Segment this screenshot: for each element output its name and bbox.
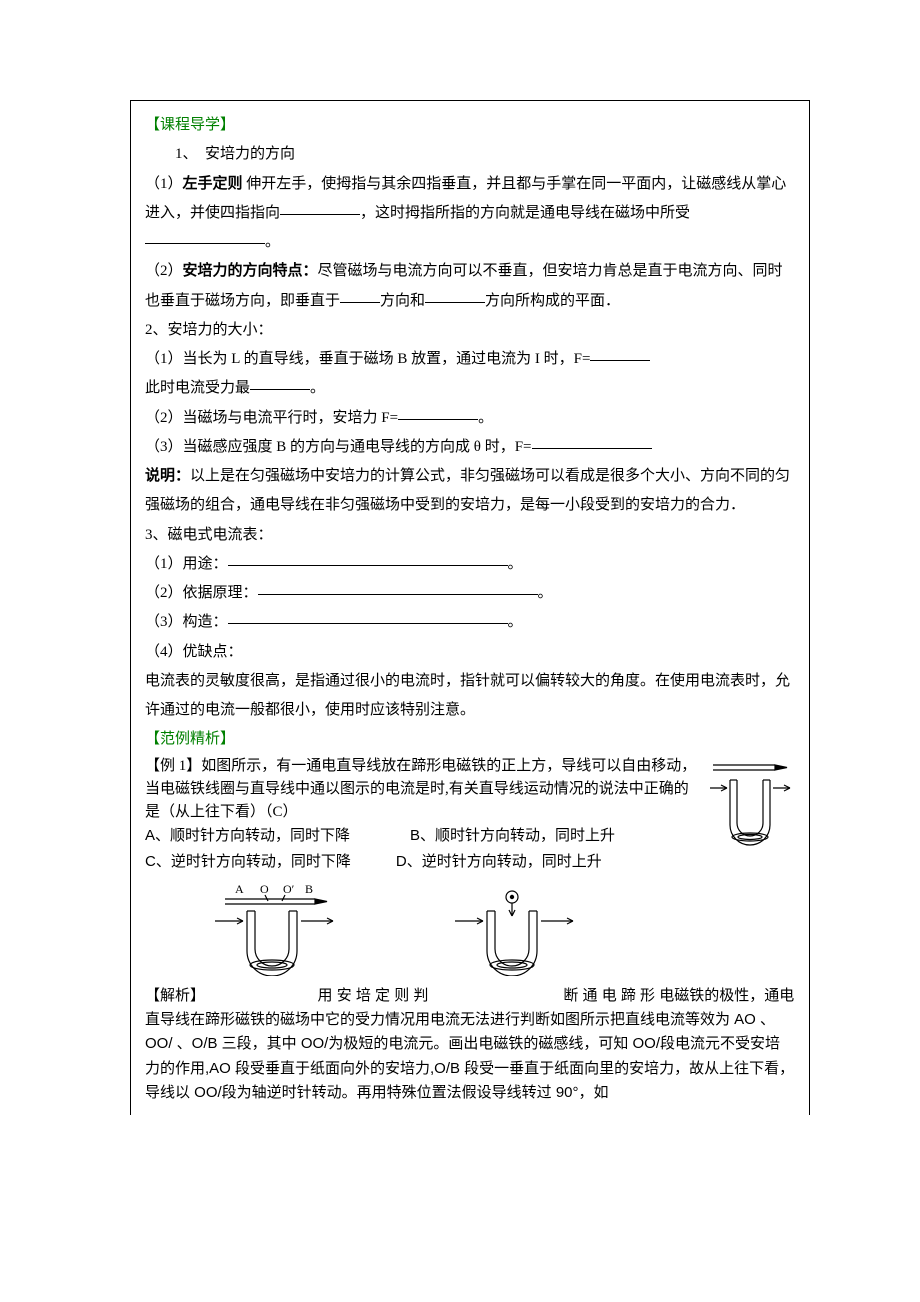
- example-text: 【例 1】如图所示，有一通电直导线放在蹄形电磁铁的正上方，导线可以自由移动，当电…: [145, 755, 697, 825]
- text: 方向所构成的平面．: [485, 293, 620, 309]
- blank-fill: [532, 432, 652, 449]
- para-left-hand-rule: （1）左手定则 伸开左手，使拇指与其余四指垂直，并且都与手掌在同一平面内，让磁感…: [145, 170, 795, 258]
- para-2b: （2）当磁场与电流平行时，安培力 F= 。: [145, 404, 795, 433]
- para-3d: （4）优缺点：: [145, 638, 795, 667]
- text: 。: [310, 380, 325, 396]
- para-2a: （1）当长为 L 的直导线，垂直于磁场 B 放置，通过电流为 I 时，F= 此时…: [145, 345, 795, 404]
- blank-fill: [228, 608, 508, 625]
- text: （3）构造：: [145, 614, 228, 630]
- option-d: D、逆时针方向转动，同时上升: [396, 853, 602, 870]
- option-a: A、顺时针方向转动，同时下降: [145, 827, 350, 844]
- text: 。: [538, 585, 553, 601]
- text: 。: [508, 614, 523, 630]
- blank-fill: [425, 286, 485, 303]
- text: （2）依据原理：: [145, 585, 258, 601]
- svg-text:A: A: [235, 882, 244, 896]
- figure-magnet-dot: [445, 881, 585, 976]
- svg-text:O: O: [260, 882, 269, 896]
- section-title-1: 【课程导学】: [145, 111, 795, 140]
- bold-text: 说明：: [145, 468, 190, 484]
- text: 如图所示，有一通电直导线放在蹄形电磁铁的正上方，导线可以自由移动，当电磁铁线圈与…: [145, 758, 696, 821]
- blank-fill: [250, 374, 310, 391]
- blank-fill: [280, 198, 360, 215]
- text: （1）当长为 L 的直导线，垂直于磁场 B 放置，通过电流为 I 时，F=: [145, 351, 590, 367]
- para-direction-feature: （2）安培力的方向特点：尽管磁场与电流方向可以不垂直，但安培力肯总是直于电流方向…: [145, 257, 795, 316]
- bold-text: 安培力的方向特点：: [183, 263, 318, 279]
- bold-text: 左手定则: [183, 176, 243, 192]
- figure-magnet-labeled: A O O′ B: [205, 881, 345, 976]
- text: （1）用途：: [145, 556, 228, 572]
- text: ，这时拇指所指的方向就是通电导线在磁场中所受: [360, 205, 690, 221]
- section-title-2: 【范例精析】: [145, 725, 795, 754]
- example-label: 【例 1】: [145, 758, 201, 774]
- label: （1）: [145, 176, 183, 192]
- text: 此时电流受力最: [145, 380, 250, 396]
- para-3c: （3）构造： 。: [145, 608, 795, 637]
- example-1: 【例 1】如图所示，有一通电直导线放在蹄形电磁铁的正上方，导线可以自由移动，当电…: [145, 755, 795, 1106]
- text: 。: [508, 556, 523, 572]
- blank-fill: [228, 549, 508, 566]
- figure-row: A O O′ B: [205, 881, 795, 976]
- document-content: 【课程导学】 1、 安培力的方向 （1）左手定则 伸开左手，使拇指与其余四指垂直…: [130, 100, 810, 1115]
- label: （2）: [145, 263, 183, 279]
- figure-magnet-1: [705, 755, 795, 850]
- analysis-para: 【解析】 用 安 培 定 则 判 断 通 电 蹄 形 电磁铁的极性，通电直导线在…: [145, 984, 795, 1105]
- item-3-title: 3、磁电式电流表：: [145, 521, 795, 550]
- para-3e: 电流表的灵敏度很高，是指通过很小的电流时，指针就可以偏转较大的角度。在使用电流表…: [145, 667, 795, 726]
- blank-fill: [258, 579, 538, 596]
- para-2c: （3）当磁感应强度 B 的方向与通电导线的方向成 θ 时，F=: [145, 433, 795, 462]
- para-3b: （2）依据原理： 。: [145, 579, 795, 608]
- item-2-title: 2、安培力的大小：: [145, 316, 795, 345]
- option-row-1: A、顺时针方向转动，同时下降 B、顺时针方向转动，同时上升: [145, 824, 697, 847]
- para-note: 说明：以上是在匀强磁场中安培力的计算公式，非匀强磁场可以看成是很多个大小、方向不…: [145, 462, 795, 521]
- text: 。: [478, 410, 493, 426]
- svg-text:O′: O′: [283, 882, 295, 896]
- text: 方向和: [380, 293, 425, 309]
- option-c: C、逆时针方向转动，同时下降: [145, 853, 351, 870]
- blank-fill: [145, 228, 265, 245]
- option-row-2: C、逆时针方向转动，同时下降 D、逆时针方向转动，同时上升: [145, 850, 795, 873]
- text: 以上是在匀强磁场中安培力的计算公式，非匀强磁场可以看成是很多个大小、方向不同的匀…: [145, 468, 790, 513]
- text: 。: [265, 234, 280, 250]
- blank-fill: [398, 403, 478, 420]
- item-1-title: 1、 安培力的方向: [145, 140, 795, 169]
- analysis-text: 用 安 培 定 则 判 断 通 电 蹄 形 电磁铁的极性，通电直导线在蹄形磁铁的…: [145, 987, 794, 1101]
- option-b: B、顺时针方向转动，同时上升: [410, 827, 615, 844]
- svg-text:B: B: [305, 882, 313, 896]
- blank-fill: [340, 286, 380, 303]
- analysis-label: 【解析】: [145, 988, 198, 1004]
- text: （3）当磁感应强度 B 的方向与通电导线的方向成 θ 时，F=: [145, 439, 532, 455]
- para-3a: （1）用途： 。: [145, 550, 795, 579]
- blank-fill: [590, 345, 650, 362]
- text: （2）当磁场与电流平行时，安培力 F=: [145, 410, 398, 426]
